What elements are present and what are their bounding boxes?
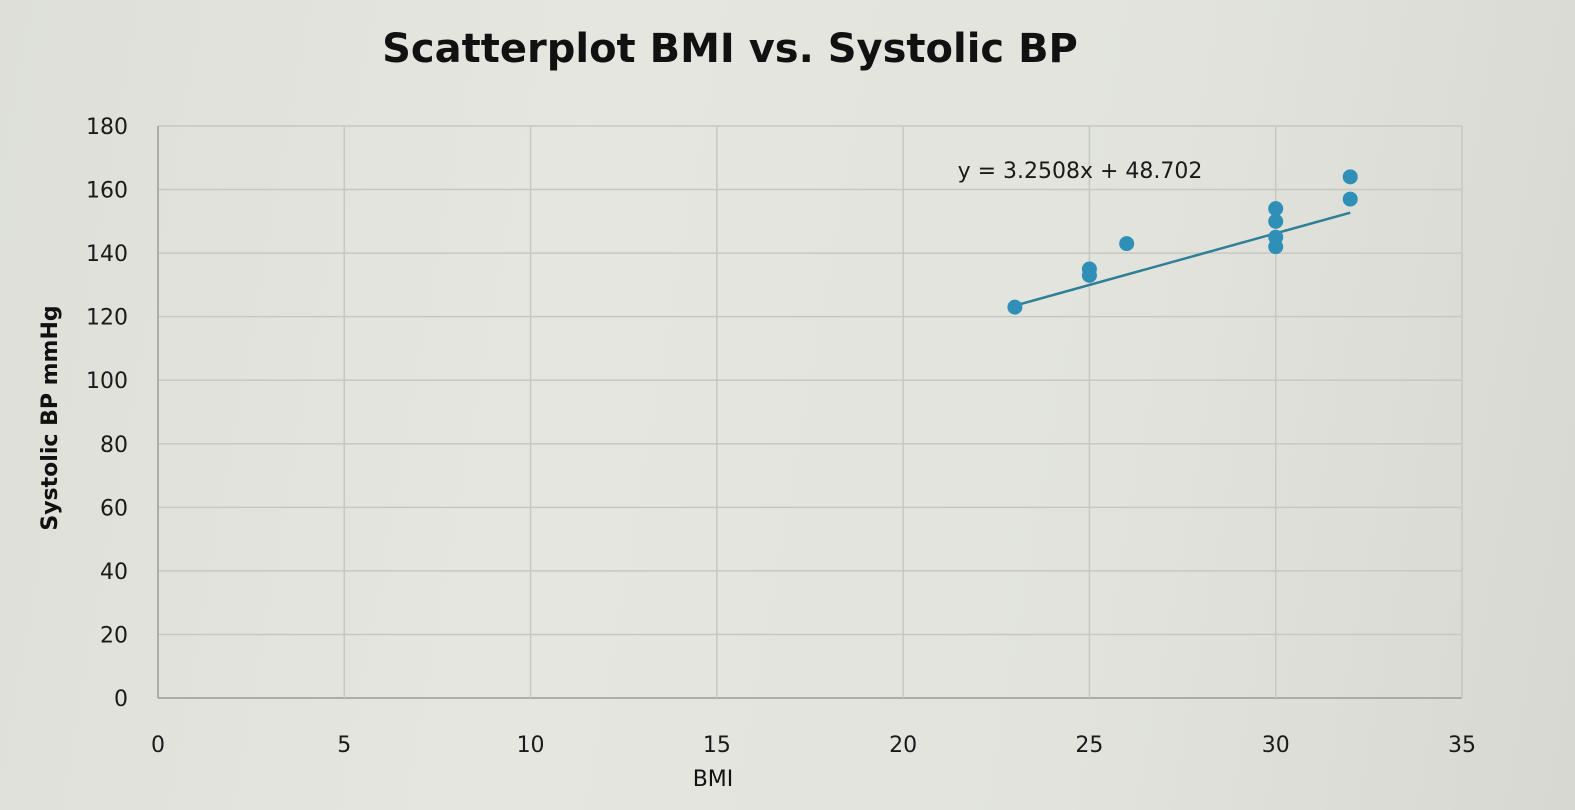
data-point [1007, 299, 1023, 315]
x-tick-label-10: 10 [517, 733, 545, 758]
x-tick-label-5: 5 [337, 733, 351, 758]
y-axis-ticks: 0 20 40 60 80 100 120 140 160 180 [86, 115, 128, 712]
data-point [1342, 169, 1358, 185]
data-point [1268, 213, 1284, 229]
chart-title: Scatterplot BMI vs. Systolic BP [382, 26, 1078, 72]
y-axis-label: Systolic BP mmHg [38, 305, 63, 530]
y-tick-label-100: 100 [86, 369, 128, 394]
y-tick-label-180: 180 [86, 115, 128, 140]
x-tick-label-25: 25 [1075, 733, 1103, 758]
data-point [1342, 191, 1358, 207]
y-tick-label-20: 20 [100, 623, 128, 648]
x-tick-label-15: 15 [703, 733, 731, 758]
x-axis-ticks: 0 5 10 15 20 25 30 35 [151, 733, 1476, 758]
data-point [1119, 236, 1135, 252]
data-points [1007, 169, 1358, 315]
x-axis-label: BMI [693, 767, 734, 792]
x-tick-label-0: 0 [151, 733, 165, 758]
x-tick-label-20: 20 [889, 733, 917, 758]
x-tick-label-30: 30 [1262, 733, 1290, 758]
y-tick-label-160: 160 [86, 179, 128, 204]
y-tick-label-120: 120 [86, 306, 128, 331]
data-point [1268, 229, 1284, 245]
data-point [1081, 261, 1097, 277]
grid [157, 125, 1463, 699]
x-tick-label-35: 35 [1448, 733, 1476, 758]
y-tick-label-60: 60 [100, 496, 128, 521]
data-point [1268, 201, 1284, 217]
y-tick-label-0: 0 [114, 687, 128, 712]
trendline [1014, 211, 1351, 307]
y-tick-label-140: 140 [86, 242, 128, 267]
y-tick-label-80: 80 [100, 433, 128, 458]
trendline-equation: y = 3.2508x + 48.702 [958, 159, 1203, 184]
y-tick-label-40: 40 [100, 560, 128, 585]
